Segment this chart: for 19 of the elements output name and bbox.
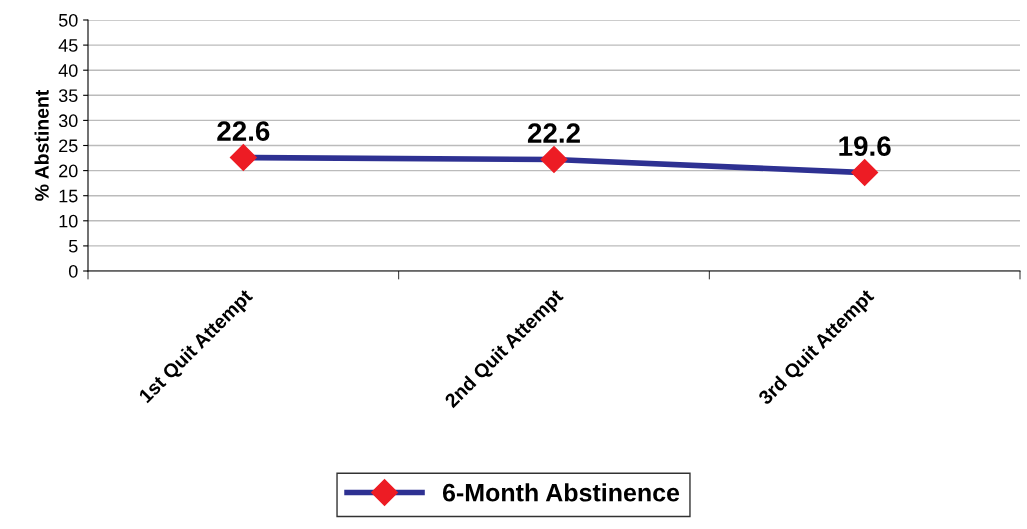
y-tick-label: 5 xyxy=(68,240,78,253)
y-tick-label: 45 xyxy=(58,39,78,52)
point xyxy=(540,146,568,174)
data-label: 22.6 xyxy=(217,121,270,141)
y-tick-label: 30 xyxy=(58,114,78,128)
point xyxy=(851,159,879,187)
y-tick-label: 35 xyxy=(58,89,78,103)
legend-label: 6-Month Abstinence xyxy=(442,483,680,502)
point xyxy=(229,144,257,172)
y-tick-label: 10 xyxy=(59,214,78,228)
y-tick-label: 40 xyxy=(58,64,78,77)
y-tick-label: 50 xyxy=(58,13,78,27)
y-axis-title: % Abstinent xyxy=(34,89,49,201)
y-tick-label: 15 xyxy=(59,189,78,203)
y-tick-label: 20 xyxy=(59,164,78,178)
y-tick-label: 0 xyxy=(68,264,78,278)
data-label: 19.6 xyxy=(839,136,891,157)
data-label: 22.2 xyxy=(527,123,580,143)
y-tick-label: 25 xyxy=(59,139,78,153)
